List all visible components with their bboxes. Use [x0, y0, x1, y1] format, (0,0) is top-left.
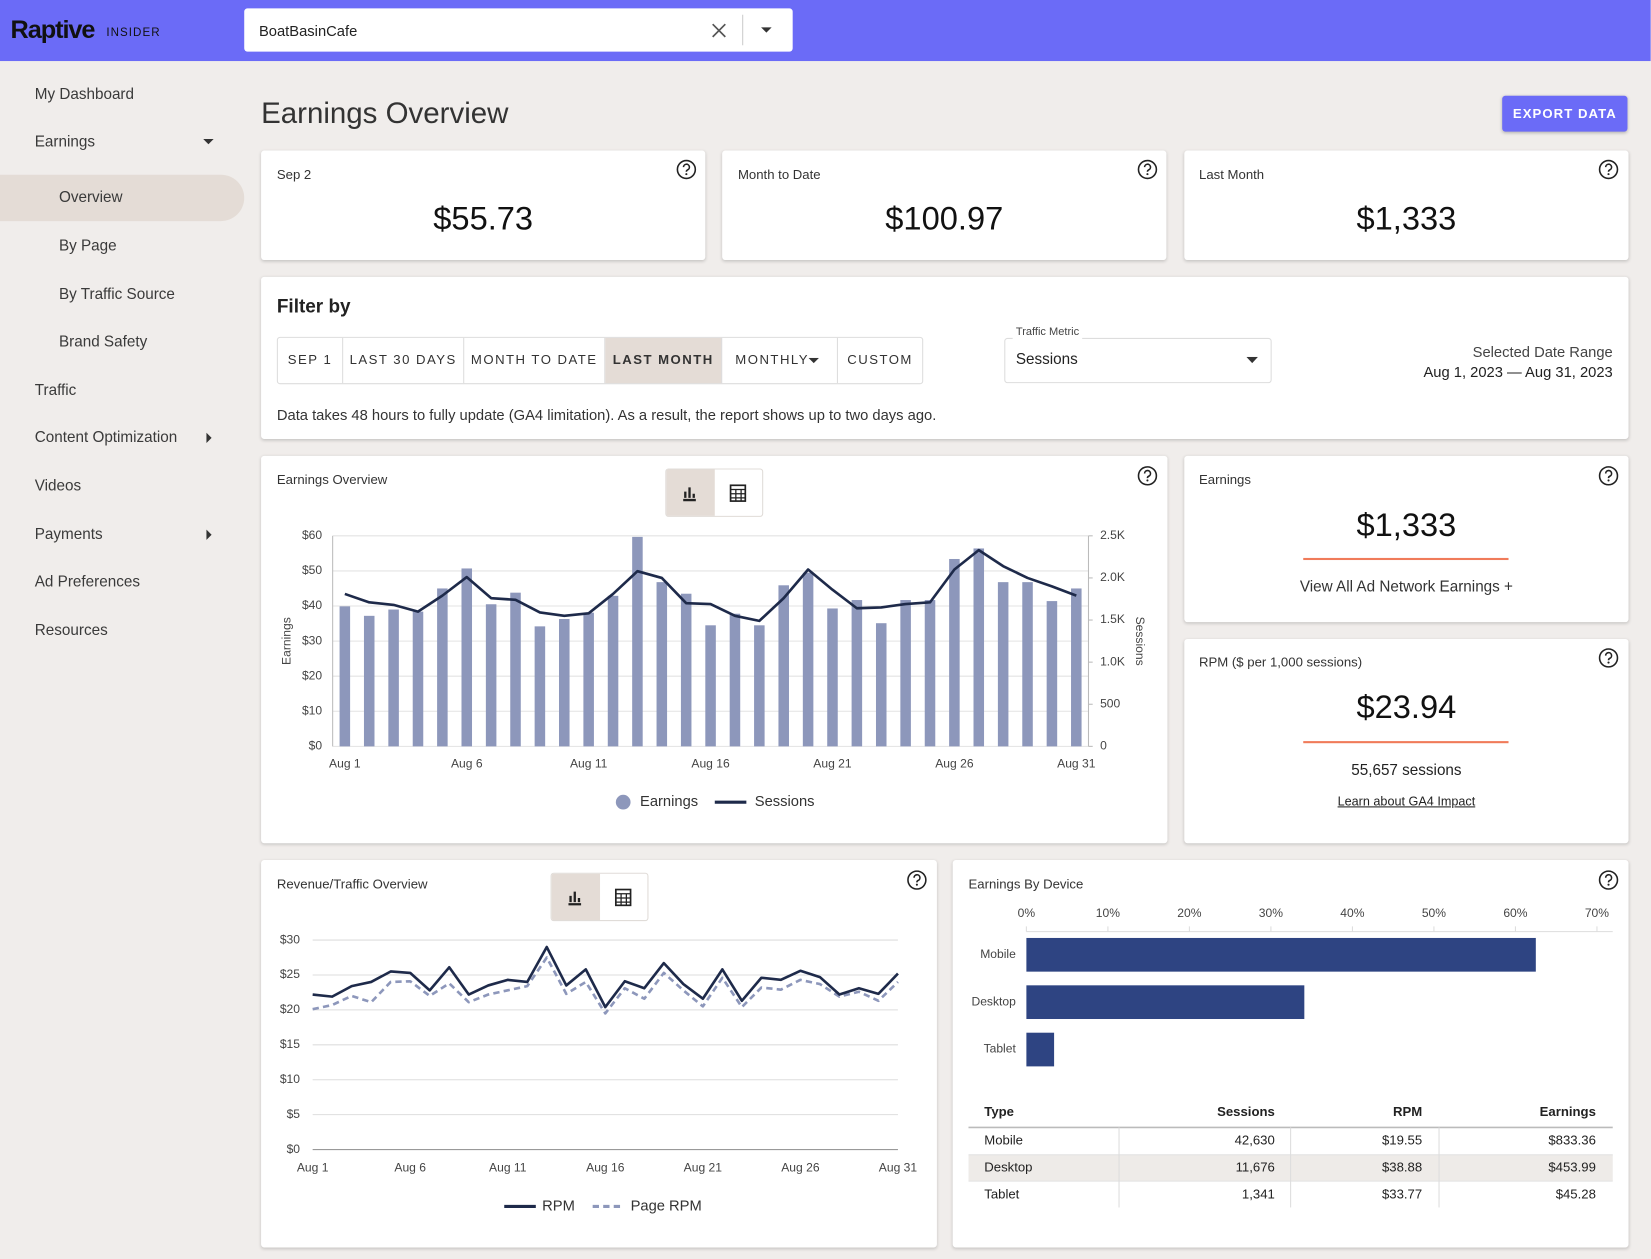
- help-icon[interactable]: [906, 870, 927, 891]
- metric-select[interactable]: [1004, 337, 1272, 384]
- help-icon[interactable]: [1598, 647, 1619, 668]
- chart-title: Earnings Overview: [276, 472, 388, 488]
- caret-down: [808, 357, 820, 364]
- filter-note: Data takes 48 hours to fully update (GA4…: [276, 406, 937, 424]
- active-nav-bg: [0, 174, 245, 222]
- accent-line: [1303, 741, 1509, 744]
- nav-item[interactable]: By Traffic Source: [58, 286, 175, 304]
- nav-item[interactable]: Overview: [58, 189, 123, 207]
- view-toggle: [550, 872, 649, 922]
- nav-item[interactable]: Ad Preferences: [34, 573, 140, 591]
- card-value: $23.94: [1356, 688, 1457, 726]
- ga4-link[interactable]: Learn about GA4 Impact: [1337, 793, 1476, 809]
- filter-button[interactable]: LAST MONTH: [605, 337, 723, 384]
- range-value: Aug 1, 2023 — Aug 31, 2023: [1423, 363, 1613, 381]
- caret-right: [206, 529, 212, 541]
- site-name: BoatBasinCafe: [258, 22, 358, 39]
- metric-value: Sessions: [1015, 351, 1078, 369]
- site-select[interactable]: [244, 8, 793, 52]
- filter-button[interactable]: LAST 30 DAYS: [343, 337, 465, 384]
- help-icon[interactable]: [1137, 159, 1158, 180]
- stat-label: Month to Date: [737, 167, 821, 183]
- earnings-card: [1184, 455, 1629, 623]
- session-count: 55,657 sessions: [1351, 762, 1462, 779]
- chart-title: Revenue/Traffic Overview: [276, 876, 428, 892]
- nav-item[interactable]: Brand Safety: [58, 333, 148, 351]
- filter-card: [261, 276, 1629, 439]
- product-name: INSIDER: [106, 26, 161, 39]
- stat-value: $1,333: [1356, 200, 1457, 237]
- help-icon[interactable]: [1598, 870, 1619, 891]
- nav-item[interactable]: Content Optimization: [34, 429, 178, 447]
- stat-value: $55.73: [433, 200, 534, 237]
- table-view-button[interactable]: [614, 887, 635, 908]
- export-button[interactable]: EXPORT DATA: [1502, 95, 1628, 132]
- metric-label: Traffic Metric: [1012, 323, 1083, 341]
- filter-button[interactable]: MONTH TO DATE: [464, 337, 606, 384]
- card-value: $1,333: [1356, 506, 1457, 544]
- card-label: RPM ($ per 1,000 sessions): [1199, 654, 1363, 670]
- chart-card: [261, 860, 937, 1248]
- accent-line: [1303, 557, 1509, 561]
- page-title: Earnings Overview: [261, 96, 509, 130]
- filter-button[interactable]: SEP 1: [278, 337, 344, 384]
- device-card: [952, 860, 1629, 1248]
- nav-item[interactable]: By Page: [58, 237, 117, 255]
- caret-down: [1246, 356, 1258, 364]
- card-link[interactable]: View All Ad Network Earnings +: [1299, 578, 1513, 596]
- stat-card: [261, 150, 706, 261]
- table-view-button[interactable]: [728, 483, 749, 504]
- chart-title: Earnings By Device: [968, 876, 1084, 892]
- nav-item[interactable]: Earnings: [34, 133, 95, 151]
- stat-value: $100.97: [885, 200, 1004, 237]
- card-label: Earnings: [1199, 472, 1251, 488]
- chart-view-button[interactable]: [680, 483, 699, 502]
- chart-view-button[interactable]: [565, 887, 584, 906]
- stat-label: Last Month: [1199, 167, 1265, 183]
- help-icon[interactable]: [1137, 465, 1158, 486]
- help-icon[interactable]: [1598, 159, 1619, 180]
- help-icon[interactable]: [1598, 465, 1619, 486]
- range-label: Selected Date Range: [1472, 343, 1613, 361]
- nav-item[interactable]: My Dashboard: [34, 86, 135, 104]
- nav-item[interactable]: Payments: [34, 526, 103, 544]
- button-group: [276, 336, 924, 385]
- nav-item[interactable]: Videos: [34, 477, 82, 495]
- help-icon[interactable]: [676, 159, 697, 180]
- filter-button[interactable]: CUSTOM: [847, 352, 913, 368]
- filter-button[interactable]: MONTHLY: [722, 337, 838, 384]
- stat-card: [1184, 150, 1629, 261]
- divider: [742, 14, 744, 46]
- dropdown-icon[interactable]: [760, 26, 773, 34]
- clear-icon[interactable]: [711, 22, 728, 39]
- stat-label: Sep 2: [276, 167, 312, 183]
- filter-title: Filter by: [276, 295, 351, 317]
- brand[interactable]: Raptive: [10, 15, 96, 45]
- stat-card: [722, 150, 1167, 261]
- caret-right: [206, 432, 212, 444]
- nav-item[interactable]: Traffic: [34, 382, 77, 399]
- nav-item[interactable]: Resources: [34, 622, 108, 639]
- caret-down: [203, 138, 214, 145]
